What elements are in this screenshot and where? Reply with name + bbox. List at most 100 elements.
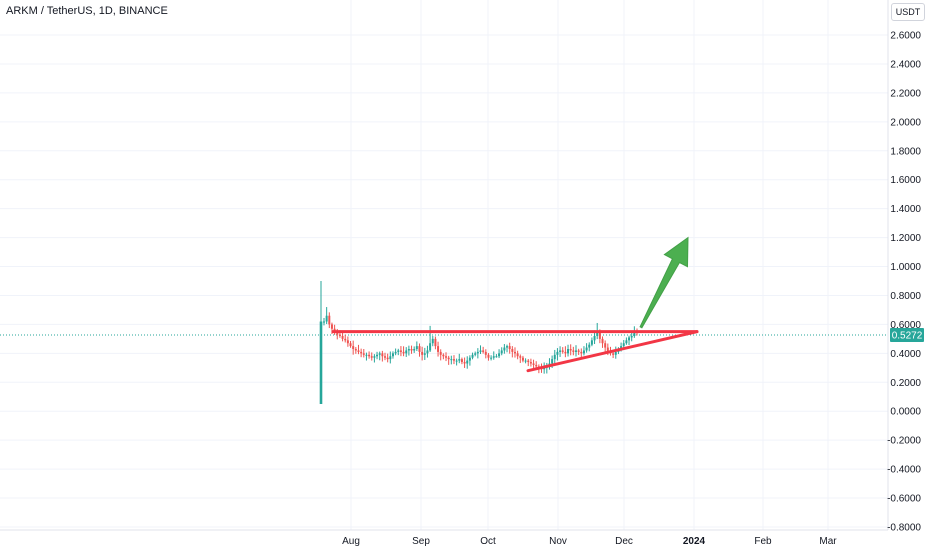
candle [476, 351, 479, 354]
candle [519, 356, 522, 358]
candle [516, 353, 519, 357]
candle [450, 359, 453, 361]
candle [452, 359, 455, 361]
y-tick-label: 1.4000 [890, 204, 921, 215]
y-tick-label: -0.2000 [887, 436, 921, 447]
candle [593, 335, 596, 341]
support-trendline [526, 330, 699, 373]
candle [633, 331, 636, 336]
candle [362, 353, 365, 355]
grid [0, 0, 888, 530]
candle [495, 356, 498, 358]
x-tick-label: Nov [549, 536, 567, 547]
candle [415, 346, 418, 350]
candle [612, 353, 615, 355]
plot-area[interactable] [0, 0, 888, 550]
candle [535, 364, 538, 367]
y-tick-label: 2.2000 [890, 88, 921, 99]
candle [319, 321, 323, 404]
candle [569, 349, 572, 351]
candle [471, 354, 474, 358]
candle [596, 331, 599, 336]
candle [328, 315, 331, 325]
candle [368, 354, 371, 357]
y-tick-label: 0.4000 [890, 349, 921, 360]
x-tick-label: 2024 [683, 536, 706, 547]
candle [370, 356, 373, 358]
candle [604, 343, 607, 348]
x-tick-label: Dec [615, 536, 633, 547]
candle [527, 360, 530, 363]
candle [346, 340, 349, 344]
candle [500, 350, 503, 354]
candle [532, 363, 535, 365]
candle [384, 356, 387, 358]
x-tick-label: Sep [412, 536, 430, 547]
candle [410, 349, 413, 351]
candle [407, 349, 410, 351]
currency-button[interactable]: USDT [891, 3, 925, 21]
candle [529, 362, 532, 364]
up-arrow [639, 236, 689, 329]
candle [622, 343, 625, 347]
candle [373, 356, 376, 358]
candle [588, 344, 591, 348]
candle [413, 349, 416, 351]
y-tick-label: 1.6000 [890, 175, 921, 186]
candle [376, 354, 379, 357]
y-tick-label: 1.8000 [890, 146, 921, 157]
candle [437, 346, 440, 352]
candle [559, 350, 562, 352]
candle [330, 324, 333, 329]
candle [503, 347, 506, 351]
candle [567, 349, 570, 354]
x-tick-label: Aug [342, 536, 360, 547]
y-tick-label: 0.0000 [890, 407, 921, 418]
candle [474, 353, 477, 355]
time-axis[interactable]: Aug Sep Oct Nov Dec 2024 Feb Mar [342, 536, 837, 547]
candle [357, 350, 360, 352]
candle [582, 350, 585, 354]
candle [580, 351, 583, 354]
candle [484, 351, 487, 355]
candle [458, 359, 461, 361]
candle [442, 354, 445, 357]
candle [431, 338, 434, 344]
price-axis[interactable]: 2.6000 2.4000 2.2000 2.0000 1.8000 1.6000 1.40… [887, 31, 921, 534]
candle [553, 354, 556, 360]
candle [564, 351, 567, 354]
y-tick-label: 1.0000 [890, 262, 921, 273]
candle [508, 346, 511, 350]
candle [439, 351, 442, 355]
candle [323, 321, 325, 323]
y-tick-label: -0.6000 [887, 494, 921, 505]
y-tick-label: 2.4000 [890, 59, 921, 70]
candle [378, 353, 381, 355]
candle [590, 340, 593, 345]
candle [606, 347, 609, 352]
candle [577, 350, 580, 352]
candle [556, 351, 559, 355]
candle [572, 350, 575, 352]
candle [352, 346, 355, 350]
y-tick-label: -0.8000 [887, 523, 921, 534]
y-tick-label: -0.4000 [887, 465, 921, 476]
candle [429, 343, 432, 351]
candle [498, 353, 501, 357]
y-tick-label: 0.8000 [890, 291, 921, 302]
candle [468, 357, 471, 361]
candle [463, 362, 466, 364]
last-price-badge [890, 327, 924, 342]
candle [418, 346, 421, 352]
candle [447, 357, 450, 360]
candle [344, 338, 347, 341]
candle [628, 337, 631, 341]
candle [601, 338, 604, 344]
annotations [331, 236, 699, 373]
candle [561, 350, 564, 352]
candle [354, 349, 357, 351]
candle [402, 351, 405, 354]
x-tick-label: Feb [754, 536, 772, 547]
candle [365, 354, 368, 356]
